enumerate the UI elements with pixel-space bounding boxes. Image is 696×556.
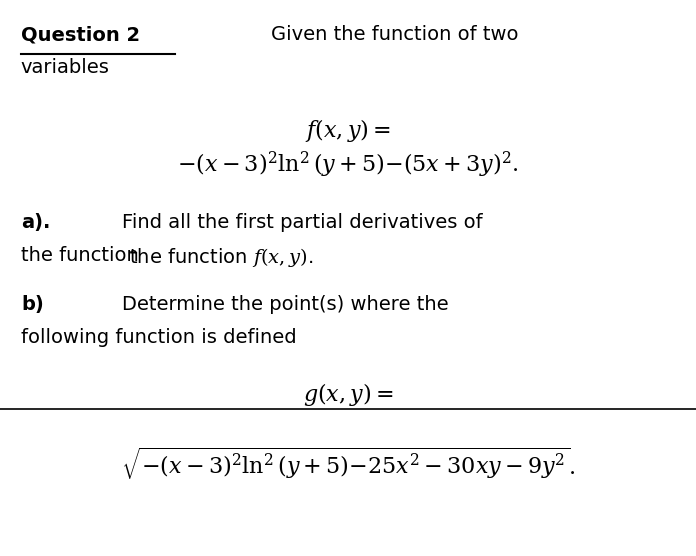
Text: variables: variables xyxy=(21,58,110,77)
Text: the function: the function xyxy=(21,246,145,265)
Text: following function is defined: following function is defined xyxy=(21,328,296,347)
Text: Given the function of two: Given the function of two xyxy=(271,25,519,44)
Text: $-(x-3)^2\ln^2(y+5){-}(5x+3y)^2.$: $-(x-3)^2\ln^2(y+5){-}(5x+3y)^2.$ xyxy=(177,150,519,180)
Text: Question 2: Question 2 xyxy=(21,25,140,44)
Text: $\sqrt{-(x-3)^2\ln^2(y+5){-}25x^2-30xy-9y^2}.$: $\sqrt{-(x-3)^2\ln^2(y+5){-}25x^2-30xy-9… xyxy=(121,446,575,482)
Text: $f(x, y) =$: $f(x, y) =$ xyxy=(305,117,391,144)
Text: b): b) xyxy=(21,295,44,314)
Text: a).: a). xyxy=(21,213,50,232)
Text: Determine the point(s) where the: Determine the point(s) where the xyxy=(122,295,448,314)
Text: Find all the first partial derivatives of: Find all the first partial derivatives o… xyxy=(122,213,482,232)
Text: $g(x, y) =$: $g(x, y) =$ xyxy=(303,381,393,408)
Text: the function $f(x, y)$.: the function $f(x, y)$. xyxy=(129,246,313,269)
